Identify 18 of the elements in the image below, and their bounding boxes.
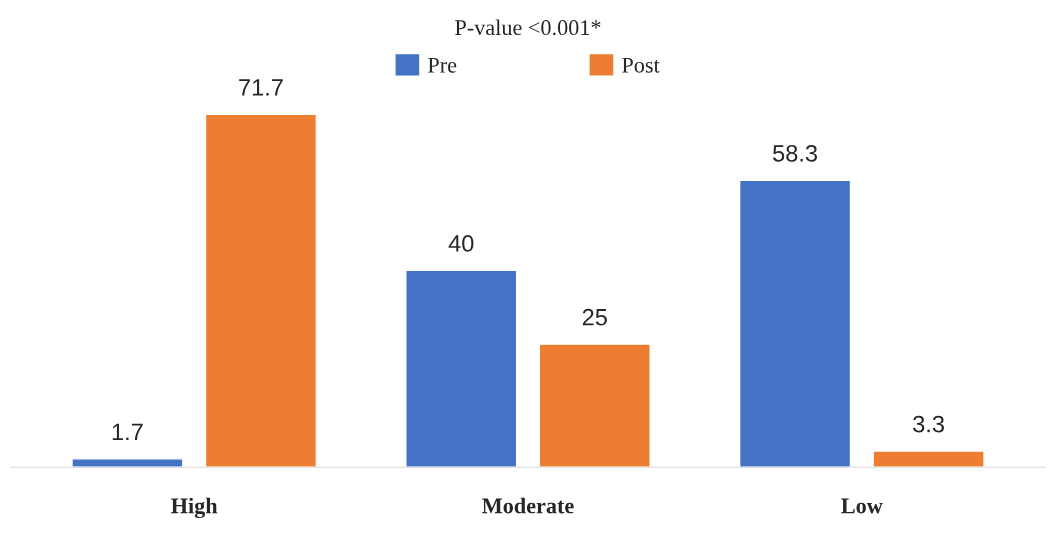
legend-label: Post xyxy=(622,57,660,73)
bar xyxy=(204,113,318,468)
data-label: 3.3 xyxy=(913,415,944,433)
bar xyxy=(71,458,184,468)
x-tick-label: Low xyxy=(841,498,883,514)
chart-title: P-value <0.001* xyxy=(455,19,601,36)
bar xyxy=(538,343,651,468)
data-label: 71.7 xyxy=(239,79,283,96)
bar xyxy=(872,450,985,468)
data-label: 40 xyxy=(448,235,474,252)
bar xyxy=(738,179,852,468)
x-tick-label: Moderate xyxy=(482,497,574,514)
bar xyxy=(405,269,518,468)
data-label: 1.7 xyxy=(112,423,143,441)
x-tick-label: High xyxy=(171,497,218,519)
data-label: 25 xyxy=(582,308,607,326)
legend-label: Pre xyxy=(428,57,457,73)
data-label: 58.3 xyxy=(773,144,818,162)
